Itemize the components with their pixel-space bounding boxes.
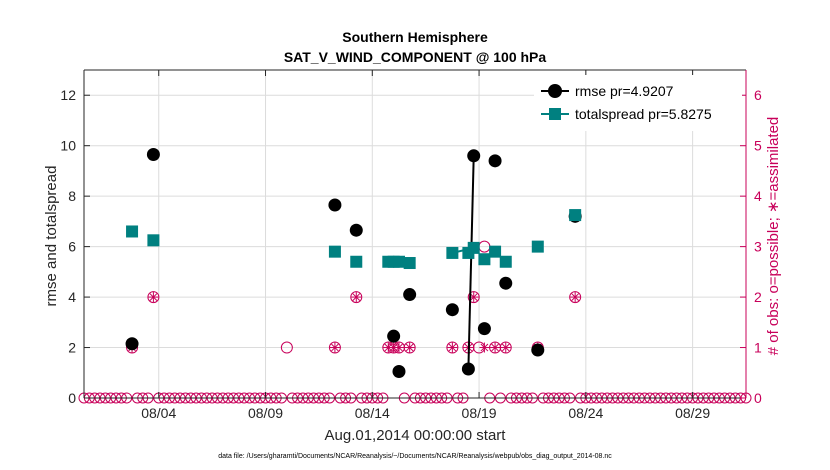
obs-assimilated-marker	[404, 342, 415, 353]
obs-assimilated-stroke	[448, 343, 457, 352]
y-tick-label: 4	[68, 289, 76, 305]
rmse-point	[488, 154, 502, 168]
x-axis-label: Aug.01,2014 00:00:00 start	[325, 427, 507, 444]
totalspread-point	[392, 255, 405, 268]
obs-assimilated-marker	[570, 292, 581, 303]
obs-possible-marker	[280, 341, 293, 354]
totalspread-point	[499, 255, 512, 268]
obs-assimilated-marker	[393, 342, 404, 353]
obs-assimilated-marker	[479, 342, 490, 353]
rmse-point	[387, 329, 401, 343]
rmse-point	[467, 149, 481, 163]
obs-possible-marker	[446, 341, 459, 354]
totalspread-point	[478, 253, 491, 266]
x-tick-label: 08/09	[248, 405, 283, 421]
obs-assimilated-stroke	[491, 343, 499, 352]
obs-possible-marker	[350, 291, 363, 304]
rmse-point	[461, 362, 475, 376]
rmse-point	[125, 337, 139, 351]
y-axis-label: rmse and totalspread	[43, 166, 60, 307]
obs-assimilated-marker	[490, 342, 501, 353]
x-tick-label: 08/24	[568, 405, 603, 421]
obs-possible-marker	[403, 341, 416, 354]
y-tick-label: 12	[60, 87, 76, 103]
totalspread-point	[531, 240, 544, 253]
y-tick-label-right: 4	[754, 188, 762, 204]
legend-rmse-label: rmse pr=4.9207	[575, 83, 674, 99]
y-tick-label: 2	[68, 340, 76, 356]
obs-assimilated-stroke	[149, 293, 158, 301]
obs-assimilated-marker	[351, 292, 362, 303]
legend-rmse-marker	[548, 84, 562, 98]
legend-spread-marker	[549, 108, 561, 120]
chart-title: Southern Hemisphere	[342, 29, 488, 45]
chart-subtitle: SAT_V_WIND_COMPONENT @ 100 hPa	[284, 49, 547, 65]
y-axis-right-label: # of obs: o=possible; ∗=assimilated	[765, 117, 782, 356]
y-tick-label-right: 1	[754, 340, 762, 356]
rmse-point	[477, 322, 491, 336]
totalspread-point	[126, 225, 139, 238]
totalspread-point	[467, 241, 480, 254]
obs-assimilated-stroke	[480, 343, 489, 352]
obs-assimilated-marker	[148, 292, 159, 303]
obs-possible-marker	[147, 291, 160, 304]
totalspread-point	[489, 245, 502, 258]
obs-assimilated-stroke	[395, 343, 403, 352]
y-tick-label-right: 6	[754, 87, 762, 103]
legend-spread-label: totalspread pr=5.8275	[575, 106, 712, 122]
obs-assimilated-stroke	[501, 343, 510, 352]
rmse-point	[445, 303, 459, 317]
obs-assimilated-stroke	[352, 293, 361, 301]
rmse-point	[146, 148, 160, 162]
obs-assimilated-stroke	[405, 343, 414, 352]
rmse-point	[531, 343, 545, 357]
obs-assimilated-marker	[468, 292, 479, 303]
totalspread-point	[328, 245, 341, 258]
y-tick-label: 8	[68, 188, 76, 204]
obs-assimilated-stroke	[469, 293, 478, 301]
series-markers	[125, 148, 582, 379]
obs-assimilated-marker	[447, 342, 458, 353]
x-tick-label: 08/29	[675, 405, 710, 421]
y-tick-label-right: 3	[754, 239, 762, 255]
obs-possible-marker	[569, 291, 582, 304]
obs-assimilated-stroke	[331, 343, 339, 352]
x-tick-label: 08/19	[462, 405, 497, 421]
rmse-point	[328, 198, 342, 212]
totalspread-point	[569, 209, 582, 222]
x-tick-label: 08/14	[355, 405, 390, 421]
totalspread-point	[147, 234, 160, 247]
rmse-point	[499, 276, 513, 290]
rmse-point	[392, 365, 406, 379]
rmse-line	[467, 155, 475, 370]
rmse-point	[403, 288, 417, 302]
obs-assimilated-stroke	[571, 293, 580, 301]
y-tick-label: 0	[68, 390, 76, 406]
axes: 08/04 08/09 08/14 08/19 08/24 08/290246810120…	[60, 69, 762, 421]
y-tick-label-right: 0	[754, 390, 762, 406]
obs-possible-marker	[499, 341, 512, 354]
obs-possible-marker	[328, 341, 341, 354]
x-tick-label: 08/04	[141, 405, 176, 421]
obs-assimilated-marker	[500, 342, 511, 353]
y-tick-label: 10	[60, 138, 76, 154]
rmse-point	[349, 223, 363, 237]
legend: rmse pr=4.9207 totalspread pr=5.8275	[534, 75, 742, 131]
y-tick-label: 6	[68, 239, 76, 255]
totalspread-point	[446, 246, 459, 259]
y-tick-label-right: 5	[754, 138, 762, 154]
totalspread-point	[350, 255, 363, 268]
obs-possible-marker	[467, 291, 480, 304]
data-file-footnote: data file: /Users/gharamti/Documents/NCA…	[218, 453, 612, 460]
totalspread-point	[403, 257, 416, 270]
y-tick-label-right: 2	[754, 289, 762, 305]
legend-box	[534, 75, 742, 131]
obs-assimilated-marker	[329, 342, 340, 353]
